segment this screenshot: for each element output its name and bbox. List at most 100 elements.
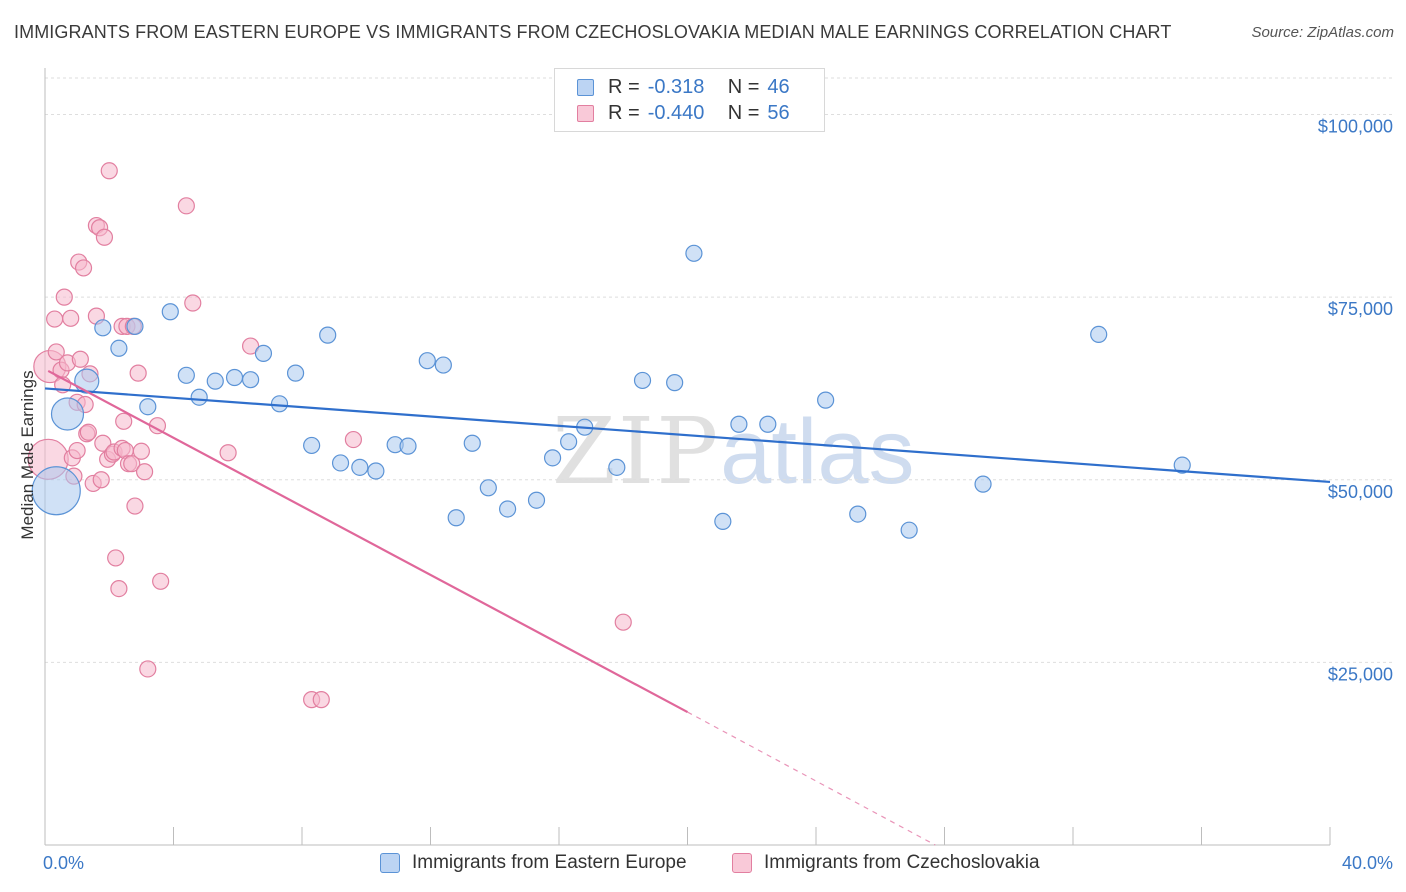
point-eastern-europe bbox=[206, 372, 224, 390]
point-eastern-europe bbox=[31, 466, 81, 516]
point-czechoslovakia bbox=[152, 572, 170, 590]
point-eastern-europe bbox=[270, 395, 289, 413]
point-czechoslovakia bbox=[62, 309, 80, 327]
legend-n-value: 46 bbox=[767, 75, 790, 98]
point-czechoslovakia bbox=[68, 441, 86, 460]
point-czechoslovakia bbox=[55, 288, 73, 306]
point-eastern-europe bbox=[303, 436, 321, 455]
point-czechoslovakia bbox=[139, 660, 157, 678]
point-czechoslovakia bbox=[92, 471, 110, 489]
correlation-legend: R = -0.318 N = 46 R = -0.440 N = 56 bbox=[554, 68, 825, 132]
point-eastern-europe bbox=[177, 366, 195, 384]
watermark: ZIPatlas bbox=[552, 398, 915, 505]
trendline-czechoslovakia-extension bbox=[687, 711, 936, 846]
point-eastern-europe bbox=[74, 368, 100, 394]
y-axis-label: Median Male Earnings bbox=[18, 370, 37, 539]
point-eastern-europe bbox=[139, 398, 157, 416]
point-czechoslovakia bbox=[47, 343, 65, 361]
legend-n-label: N = bbox=[727, 101, 760, 124]
point-eastern-europe bbox=[126, 317, 144, 335]
point-eastern-europe bbox=[666, 374, 684, 392]
point-czechoslovakia bbox=[71, 350, 89, 368]
point-eastern-europe bbox=[1173, 456, 1191, 474]
point-eastern-europe bbox=[849, 505, 867, 523]
point-eastern-europe bbox=[633, 371, 652, 390]
point-eastern-europe bbox=[161, 303, 179, 321]
point-eastern-europe bbox=[190, 388, 208, 406]
point-eastern-europe bbox=[685, 244, 703, 262]
point-eastern-europe bbox=[527, 491, 546, 509]
point-eastern-europe bbox=[286, 364, 305, 382]
point-eastern-europe bbox=[479, 479, 497, 497]
legend-n-value: 56 bbox=[767, 101, 790, 124]
x-tick-label: 0.0% bbox=[43, 853, 84, 873]
legend-n-label: N = bbox=[727, 75, 760, 98]
point-eastern-europe bbox=[225, 368, 244, 387]
point-eastern-europe bbox=[434, 356, 452, 374]
y-tick-label: $75,000 bbox=[1328, 299, 1393, 319]
point-eastern-europe bbox=[331, 454, 350, 472]
point-eastern-europe bbox=[418, 352, 436, 370]
trendline-eastern-europe bbox=[44, 387, 1331, 484]
series-eastern-europe-points bbox=[31, 244, 1191, 539]
point-czechoslovakia bbox=[74, 259, 93, 277]
point-eastern-europe bbox=[50, 397, 85, 431]
point-eastern-europe bbox=[351, 458, 369, 476]
point-eastern-europe bbox=[447, 509, 465, 527]
legend-row-czechoslovakia: R = -0.440 N = 56 bbox=[577, 101, 790, 125]
point-eastern-europe bbox=[974, 475, 992, 493]
legend-r-value: -0.318 bbox=[647, 75, 705, 98]
point-czechoslovakia bbox=[132, 442, 150, 460]
point-czechoslovakia bbox=[110, 580, 128, 598]
point-czechoslovakia bbox=[79, 423, 97, 441]
series-czechoslovakia-points bbox=[27, 162, 632, 709]
point-eastern-europe bbox=[499, 500, 517, 518]
point-eastern-europe bbox=[560, 433, 578, 451]
point-eastern-europe bbox=[900, 521, 918, 539]
bottom-legend-swatch-blue bbox=[380, 853, 400, 873]
point-czechoslovakia bbox=[126, 497, 144, 515]
point-eastern-europe bbox=[1090, 325, 1108, 343]
y-tick-label: $50,000 bbox=[1328, 482, 1393, 502]
point-eastern-europe bbox=[254, 344, 273, 362]
point-eastern-europe bbox=[110, 339, 128, 357]
point-eastern-europe bbox=[730, 415, 748, 433]
point-eastern-europe bbox=[543, 449, 562, 467]
point-eastern-europe bbox=[714, 512, 732, 530]
legend-r-label: R = bbox=[608, 75, 640, 98]
trendline-czechoslovakia bbox=[47, 369, 689, 714]
bottom-legend-czechoslovakia: Immigrants from Czechoslovakia bbox=[732, 852, 1040, 874]
bottom-legend-label: Immigrants from Eastern Europe bbox=[412, 852, 687, 873]
axis-labels: $25,000 $50,000 $75,000 $100,000 0.0% 40.0% Me… bbox=[18, 117, 1393, 873]
legend-swatch-blue bbox=[577, 78, 594, 96]
legend-row-eastern-europe: R = -0.318 N = 46 bbox=[577, 75, 790, 99]
chart-title: IMMIGRANTS FROM EASTERN EUROPE VS IMMIGR… bbox=[14, 22, 1172, 42]
source-label: Source: ZipAtlas.com bbox=[1251, 24, 1394, 41]
y-tick-label: $25,000 bbox=[1328, 664, 1393, 684]
point-eastern-europe bbox=[242, 371, 260, 389]
y-tick-label: $100,000 bbox=[1318, 117, 1393, 137]
point-czechoslovakia bbox=[107, 549, 125, 567]
point-czechoslovakia bbox=[184, 294, 202, 312]
watermark-zip: ZIP bbox=[552, 398, 721, 505]
point-eastern-europe bbox=[608, 458, 626, 476]
legend-swatch-pink bbox=[577, 104, 594, 122]
legend-r-value: -0.440 bbox=[647, 101, 705, 124]
point-eastern-europe bbox=[463, 434, 481, 452]
point-eastern-europe bbox=[319, 326, 337, 344]
bottom-legend-label: Immigrants from Czechoslovakia bbox=[764, 852, 1040, 873]
x-tick-label: 40.0% bbox=[1342, 853, 1393, 873]
point-eastern-europe bbox=[367, 462, 385, 480]
point-czechoslovakia bbox=[242, 337, 260, 355]
point-czechoslovakia bbox=[129, 364, 147, 382]
trend-lines bbox=[44, 369, 1331, 846]
point-czechoslovakia bbox=[94, 434, 112, 452]
point-czechoslovakia bbox=[135, 463, 154, 481]
axes bbox=[44, 68, 1331, 846]
point-czechoslovakia bbox=[46, 310, 64, 328]
point-czechoslovakia bbox=[115, 412, 133, 430]
point-czechoslovakia bbox=[312, 691, 330, 709]
point-eastern-europe bbox=[94, 319, 112, 337]
point-czechoslovakia bbox=[344, 430, 362, 449]
